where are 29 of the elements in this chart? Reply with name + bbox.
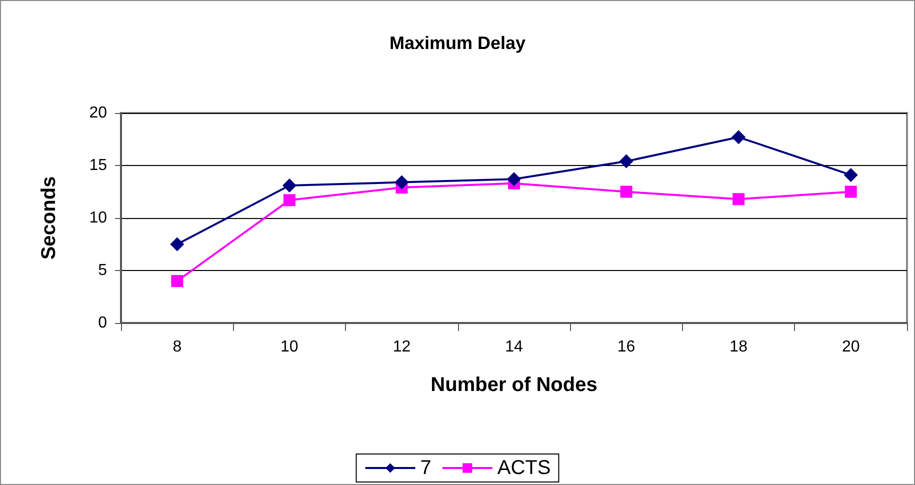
y-tick-label: 0 — [98, 314, 108, 332]
x-axis-title: Number of Nodes — [430, 374, 598, 396]
point — [844, 168, 858, 182]
x-tick-label: 16 — [617, 338, 636, 356]
point — [507, 172, 521, 186]
chart-title: Maximum Delay — [389, 33, 526, 53]
y-axis-title: Seconds — [38, 176, 60, 260]
point — [844, 186, 857, 198]
point — [620, 186, 632, 198]
x-tick-label: 12 — [392, 338, 411, 356]
point — [732, 130, 746, 144]
point — [282, 178, 296, 192]
point — [170, 237, 184, 252]
legend-label: ACTS — [497, 457, 551, 479]
point — [732, 193, 745, 206]
x-tick-label: 10 — [280, 338, 298, 356]
y-tick-label: 20 — [89, 104, 108, 122]
x-tick-label: 18 — [730, 338, 748, 356]
y-tick-label: 15 — [89, 157, 108, 174]
point — [619, 154, 634, 168]
y-tick-label: 5 — [98, 262, 108, 279]
point — [394, 175, 409, 190]
y-tick-label: 10 — [89, 210, 108, 226]
x-tick-label: 20 — [842, 338, 860, 356]
x-tick-label: 14 — [505, 338, 523, 356]
x-tick-label: 8 — [172, 338, 182, 356]
point — [171, 275, 184, 287]
legend-label: 7 — [420, 457, 432, 479]
point — [283, 194, 296, 206]
